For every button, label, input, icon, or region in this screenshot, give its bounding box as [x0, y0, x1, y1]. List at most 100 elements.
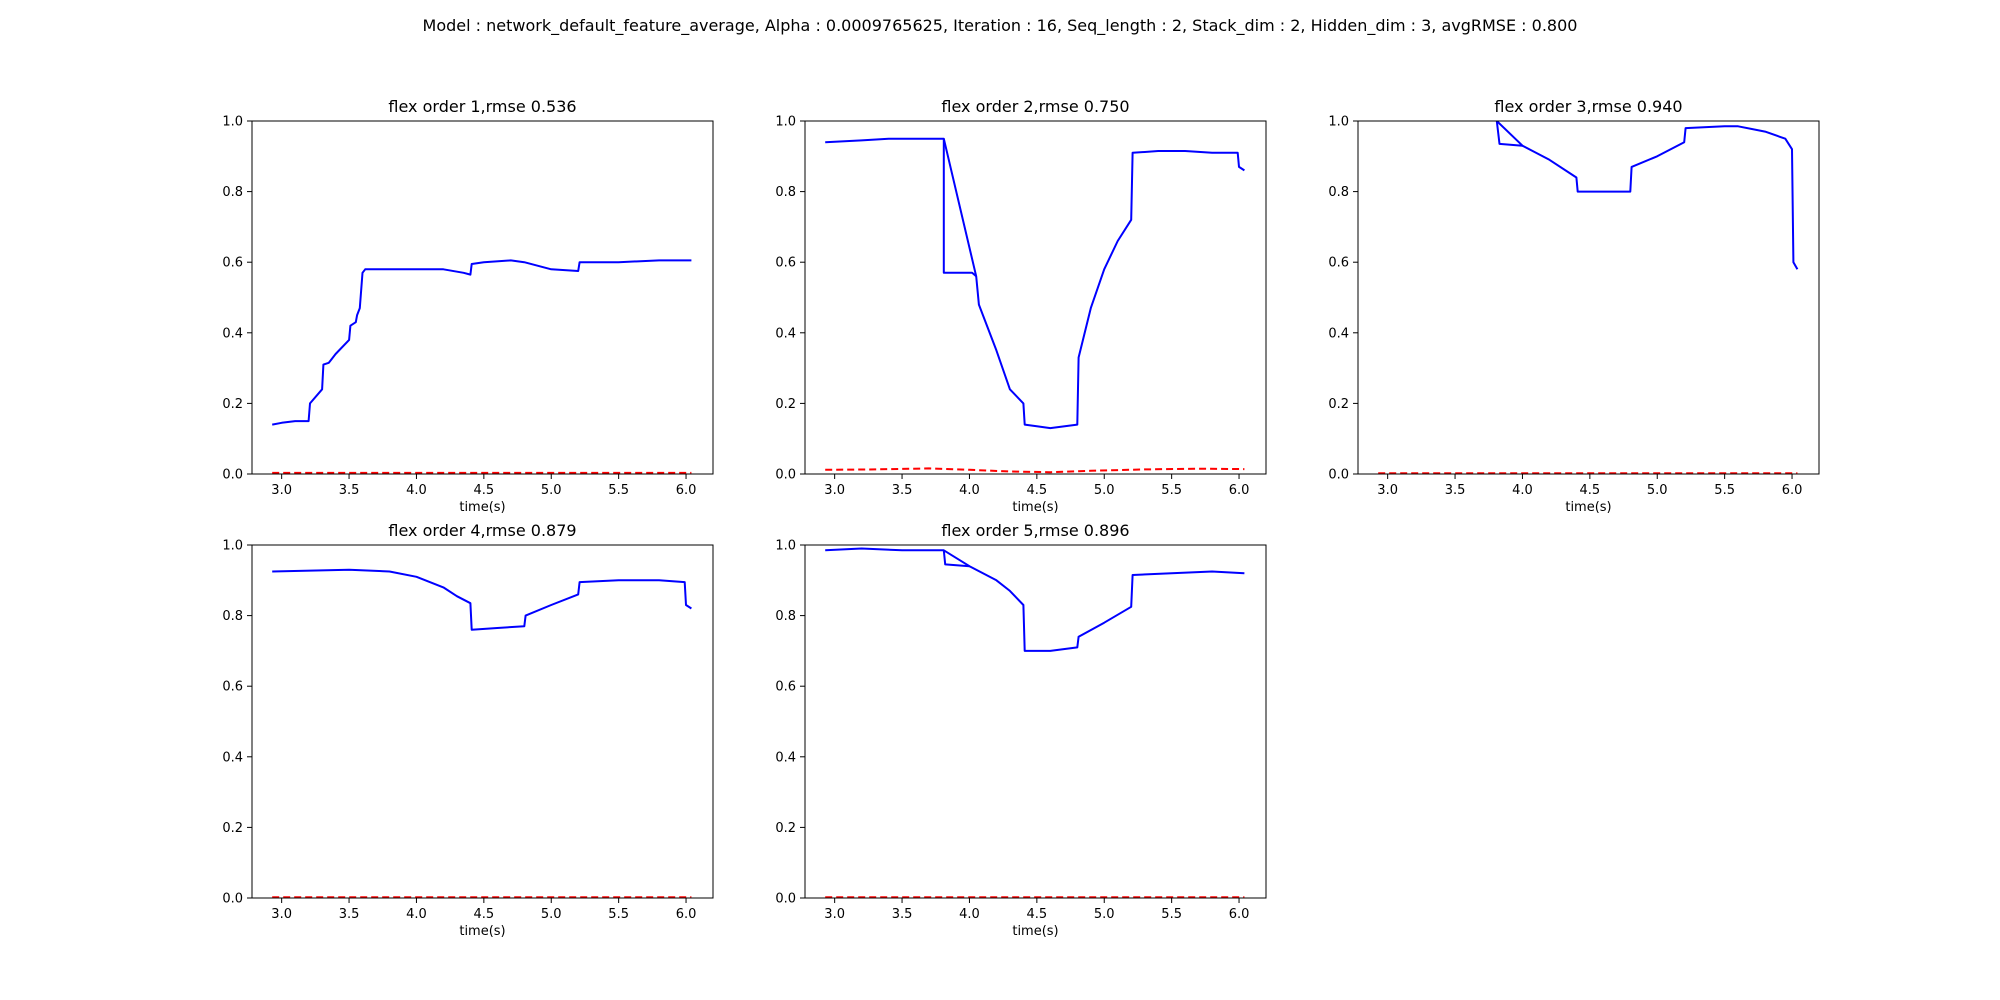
x-tick-label: 3.5 [339, 907, 360, 922]
y-tick-label: 0.0 [775, 468, 796, 483]
y-tick-label: 0.2 [1328, 397, 1349, 412]
subplot-title: flex order 2,rmse 0.750 [941, 97, 1129, 116]
subplot-title: flex order 1,rmse 0.536 [388, 97, 576, 116]
y-tick-label: 0.2 [775, 821, 796, 836]
y-tick-label: 0.0 [1328, 468, 1349, 483]
x-tick-label: 4.5 [1027, 907, 1048, 922]
x-tick-label: 4.5 [474, 907, 495, 922]
x-tick-label: 3.5 [892, 483, 913, 498]
series-group [825, 137, 1245, 474]
x-tick-label: 4.5 [1580, 483, 1601, 498]
x-tick-label: 4.0 [1512, 483, 1533, 498]
x-tick-label: 3.0 [271, 907, 292, 922]
y-tick-label: 0.4 [775, 750, 796, 765]
x-tick-label: 5.5 [1161, 907, 1182, 922]
y-tick-label: 0.6 [222, 256, 243, 271]
x-tick-label: 5.0 [1094, 483, 1115, 498]
x-axis-label: time(s) [1565, 500, 1611, 515]
x-tick-label: 4.0 [406, 907, 427, 922]
subplot-3: 3.0 3.5 4.0 4.5 5.0 5.5 6.0 0.0 0.2 0.4 0.6 0.8 1.0 f… [1328, 97, 1820, 515]
y-tick-label: 0.6 [775, 256, 796, 271]
y-tick-label: 0.8 [222, 609, 243, 624]
x-tick-label: 4.0 [406, 483, 427, 498]
axes-frame [251, 544, 714, 899]
figure-suptitle: Model : network_default_feature_average,… [423, 16, 1578, 36]
x-tick-label: 6.0 [676, 483, 697, 498]
y-tick-label: 0.8 [775, 185, 796, 200]
x-tick-label: 5.5 [608, 907, 629, 922]
axes-frame [804, 120, 1267, 475]
x-axis-label: time(s) [1012, 500, 1058, 515]
x-tick-label: 4.0 [959, 907, 980, 922]
subplot-4: 3.0 3.5 4.0 4.5 5.0 5.5 6.0 0.0 0.2 0.4 0.6 0.8 1.0 f… [222, 521, 714, 939]
y-tick-label: 0.4 [775, 326, 796, 341]
x-tick-label: 3.5 [339, 483, 360, 498]
x-axis-label: time(s) [1012, 924, 1058, 939]
axes-frame [804, 544, 1267, 899]
series-group [272, 568, 692, 898]
x-tick-label: 3.0 [824, 907, 845, 922]
subplot-title: flex order 5,rmse 0.896 [941, 521, 1129, 540]
y-tick-label: 0.0 [222, 892, 243, 907]
x-tick-label: 5.0 [1647, 483, 1668, 498]
x-axis-label: time(s) [459, 924, 505, 939]
series-line-1 [272, 568, 692, 631]
series-line-2 [942, 138, 977, 278]
y-tick-label: 0.0 [775, 892, 796, 907]
subplot-1: 3.0 3.5 4.0 4.5 5.0 5.5 6.0 0.0 0.2 0.4 0.6 0.8 1.0 f… [222, 97, 714, 515]
y-tick-label: 0.4 [222, 750, 243, 765]
y-tick-label: 0.6 [222, 680, 243, 695]
y-tick-label: 1.0 [775, 115, 796, 130]
y-tick-label: 0.2 [222, 821, 243, 836]
x-tick-label: 6.0 [1229, 483, 1250, 498]
y-tick-label: 1.0 [1328, 115, 1349, 130]
x-tick-label: 3.0 [1377, 483, 1398, 498]
y-tick-label: 0.0 [222, 468, 243, 483]
x-tick-label: 6.0 [1782, 483, 1803, 498]
axes-frame [251, 120, 714, 475]
y-tick-label: 0.4 [222, 326, 243, 341]
series-group [1378, 121, 1799, 474]
x-tick-label: 3.5 [892, 907, 913, 922]
y-tick-label: 0.2 [775, 397, 796, 412]
y-tick-label: 0.2 [222, 397, 243, 412]
series-line-2 [1495, 121, 1523, 147]
y-tick-label: 0.8 [775, 609, 796, 624]
subplot-title: flex order 3,rmse 0.940 [1494, 97, 1682, 116]
x-axis-label: time(s) [459, 500, 505, 515]
series-line-1 [825, 547, 1245, 652]
y-tick-label: 0.8 [1328, 185, 1349, 200]
y-tick-label: 0.6 [1328, 256, 1349, 271]
series-line-1 [825, 137, 1245, 430]
y-tick-label: 1.0 [775, 539, 796, 554]
y-tick-label: 0.4 [1328, 326, 1349, 341]
x-tick-label: 5.5 [1714, 483, 1735, 498]
x-tick-label: 3.0 [824, 483, 845, 498]
y-tick-label: 1.0 [222, 539, 243, 554]
x-tick-label: 4.0 [959, 483, 980, 498]
subplot-2: 3.0 3.5 4.0 4.5 5.0 5.5 6.0 0.0 0.2 0.4 0.6 0.8 1.0 f… [775, 97, 1267, 515]
series-group [272, 259, 692, 474]
series-line-1 [1496, 121, 1799, 270]
x-tick-label: 5.0 [541, 907, 562, 922]
subplot-5: 3.0 3.5 4.0 4.5 5.0 5.5 6.0 0.0 0.2 0.4 0.6 0.8 1.0 f… [775, 521, 1267, 939]
series-line-2 [942, 550, 970, 568]
x-tick-label: 3.0 [271, 483, 292, 498]
x-tick-label: 5.5 [608, 483, 629, 498]
x-tick-label: 4.5 [474, 483, 495, 498]
x-tick-label: 5.0 [1094, 907, 1115, 922]
subplot-title: flex order 4,rmse 0.879 [388, 521, 576, 540]
subplot-grid: 3.0 3.5 4.0 4.5 5.0 5.5 6.0 0.0 0.2 0.4 0.6 0.8 1.0 f… [222, 97, 1820, 939]
y-tick-label: 1.0 [222, 115, 243, 130]
series-line-1 [272, 259, 692, 426]
x-tick-label: 4.5 [1027, 483, 1048, 498]
x-tick-label: 6.0 [676, 907, 697, 922]
series-line-3 [825, 467, 1245, 474]
x-tick-label: 3.5 [1445, 483, 1466, 498]
y-tick-label: 0.8 [222, 185, 243, 200]
x-tick-label: 5.0 [541, 483, 562, 498]
series-group [825, 547, 1245, 898]
y-tick-label: 0.6 [775, 680, 796, 695]
